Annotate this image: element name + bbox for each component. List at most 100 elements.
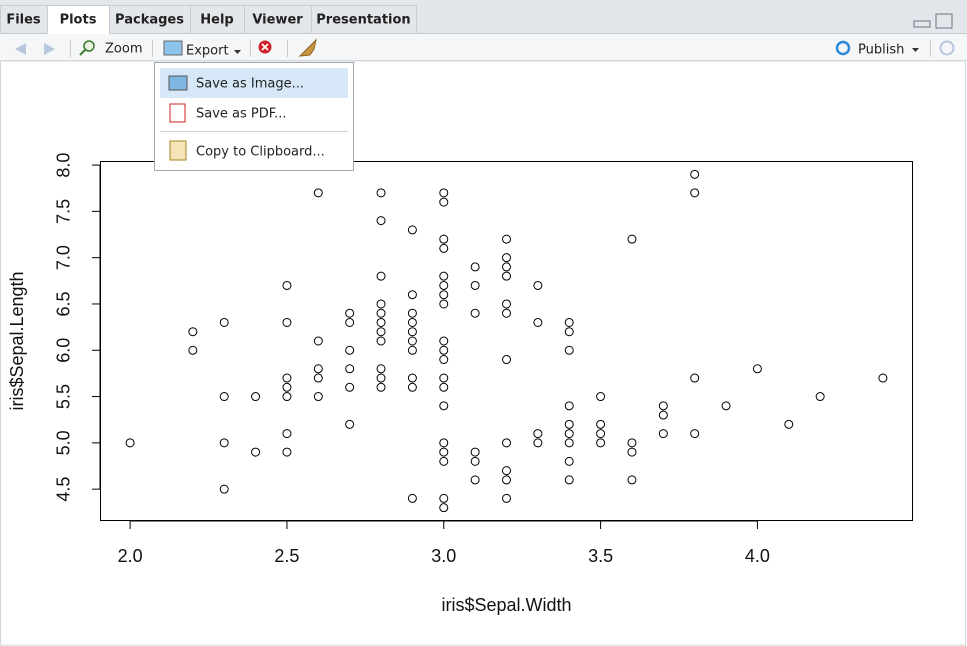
point xyxy=(407,382,417,392)
point xyxy=(407,225,417,235)
point xyxy=(125,438,135,448)
y-tick-label: 6.0 xyxy=(54,338,74,363)
dropdown-arrow xyxy=(912,48,919,52)
point xyxy=(502,299,511,309)
point xyxy=(282,447,292,457)
point xyxy=(690,373,700,383)
point xyxy=(784,419,794,429)
point xyxy=(407,317,417,327)
y-tick-label: 7.0 xyxy=(54,245,74,270)
point xyxy=(564,475,574,485)
point xyxy=(502,271,511,281)
menu-item[interactable]: Save as PDF... xyxy=(196,107,287,122)
menu-item[interactable]: Copy to Clipboard... xyxy=(196,145,325,160)
tab[interactable] xyxy=(311,5,417,34)
export-menu: Save as Image... Save as PDF... Copy to … xyxy=(154,62,354,171)
tab-label: Viewer xyxy=(252,13,303,28)
point xyxy=(376,216,386,226)
point xyxy=(251,392,261,402)
back-button[interactable] xyxy=(15,43,26,55)
publish-button[interactable]: Publish xyxy=(835,40,919,58)
export-icon xyxy=(163,40,183,56)
tab-label: Help xyxy=(200,13,233,28)
zoom-icon xyxy=(79,49,86,56)
point xyxy=(470,262,480,272)
x-tick-label: 2.0 xyxy=(118,546,143,566)
point xyxy=(564,345,574,355)
tab[interactable] xyxy=(0,5,48,34)
point xyxy=(313,373,323,383)
point xyxy=(690,188,700,198)
point xyxy=(407,308,417,318)
tab[interactable] xyxy=(190,5,245,34)
point xyxy=(470,308,480,318)
point xyxy=(376,299,386,309)
x-tick-label: 2.5 xyxy=(274,546,299,566)
point xyxy=(376,373,386,383)
point xyxy=(439,401,449,411)
point xyxy=(439,345,449,355)
tab[interactable] xyxy=(109,5,191,34)
maximize-button[interactable] xyxy=(935,13,953,29)
point xyxy=(282,373,292,383)
clear-all-button[interactable] xyxy=(298,38,317,57)
point xyxy=(815,392,825,402)
point xyxy=(376,317,386,327)
point xyxy=(376,382,386,392)
plot-frame xyxy=(0,60,966,646)
point xyxy=(219,438,229,448)
tab-label: Packages xyxy=(115,13,184,28)
point xyxy=(407,345,417,355)
menu-item[interactable]: Save as Image... xyxy=(196,77,304,92)
point xyxy=(282,280,292,290)
point xyxy=(439,382,449,392)
point xyxy=(533,280,543,290)
point xyxy=(470,475,480,485)
point xyxy=(345,419,355,429)
refresh-button[interactable] xyxy=(939,40,955,56)
point xyxy=(752,364,762,374)
toolbar xyxy=(0,34,967,61)
point xyxy=(564,456,574,466)
zoom-icon xyxy=(83,40,95,52)
point xyxy=(439,271,449,281)
x-axis-title: iris$Sepal.Width xyxy=(441,595,571,615)
point xyxy=(658,401,668,411)
forward-button[interactable] xyxy=(44,43,55,55)
point xyxy=(564,419,574,429)
point xyxy=(502,234,511,244)
point xyxy=(596,419,606,429)
export-button[interactable]: Export xyxy=(163,40,241,59)
point xyxy=(564,327,574,337)
tab-label: Plots xyxy=(60,13,97,28)
y-tick-label: 4.5 xyxy=(54,477,74,502)
point xyxy=(439,456,449,466)
publish-label: Publish xyxy=(858,43,904,58)
point xyxy=(345,382,355,392)
point xyxy=(470,447,480,457)
point xyxy=(345,345,355,355)
point xyxy=(251,447,261,457)
point xyxy=(439,438,449,448)
point xyxy=(502,308,511,318)
point xyxy=(502,262,511,272)
minimize-button[interactable] xyxy=(913,20,931,28)
zoom-button[interactable]: Zoom xyxy=(79,40,142,57)
point xyxy=(345,364,355,374)
point xyxy=(376,188,386,198)
point xyxy=(439,373,449,383)
point xyxy=(407,290,417,300)
point xyxy=(564,317,574,327)
point xyxy=(376,271,386,281)
x-tick-label: 3.0 xyxy=(431,546,456,566)
point xyxy=(564,438,574,448)
point xyxy=(502,466,511,476)
point xyxy=(502,493,511,503)
point xyxy=(282,317,292,327)
point xyxy=(313,336,323,346)
y-tick-label: 5.5 xyxy=(54,384,74,409)
point xyxy=(439,197,449,207)
point xyxy=(376,364,386,374)
